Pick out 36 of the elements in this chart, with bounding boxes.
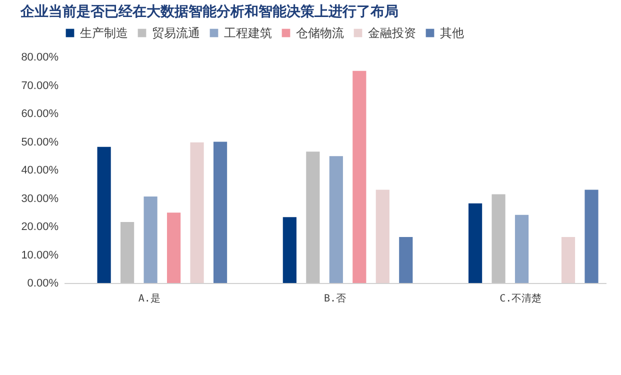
bar [329,156,343,283]
legend-label: 工程建筑 [224,26,272,40]
x-tick-label: C.不清楚 [500,292,542,304]
bar [561,236,576,283]
y-tick-label: 80.00% [21,52,59,64]
bar [144,196,158,283]
y-tick-label: 70.00% [21,80,59,92]
bar [376,190,390,283]
y-tick-label: 50.00% [21,136,59,148]
legend-label: 贸易流通 [152,26,200,40]
bar [584,190,598,283]
legend-label: 仓储物流 [296,26,344,40]
chart-title: 企业当前是否已经在大数据智能分析和智能决策上进行了布局 [20,4,399,20]
x-tick-label: B.否 [324,294,346,304]
bar [352,70,366,283]
bar [97,146,111,283]
bar [213,142,228,283]
bar [166,212,181,283]
y-tick-label: 10.00% [21,249,59,262]
y-tick-label: 0.00% [27,278,59,290]
bar [190,142,204,283]
bar [492,194,506,283]
bar [120,222,134,283]
bar [514,214,529,283]
bar [468,203,482,283]
legend-label: 其他 [440,26,464,40]
y-tick-label: 40.00% [21,164,59,176]
legend-label: 金融投资 [368,26,416,40]
bar [306,152,320,283]
x-tick-label: A.是 [138,294,160,304]
y-tick-label: 30.00% [21,192,59,205]
bar [282,217,296,283]
bar [399,236,413,283]
y-tick-label: 60.00% [21,108,59,120]
legend-label: 生产制造 [80,26,128,40]
y-tick-label: 20.00% [21,221,59,233]
